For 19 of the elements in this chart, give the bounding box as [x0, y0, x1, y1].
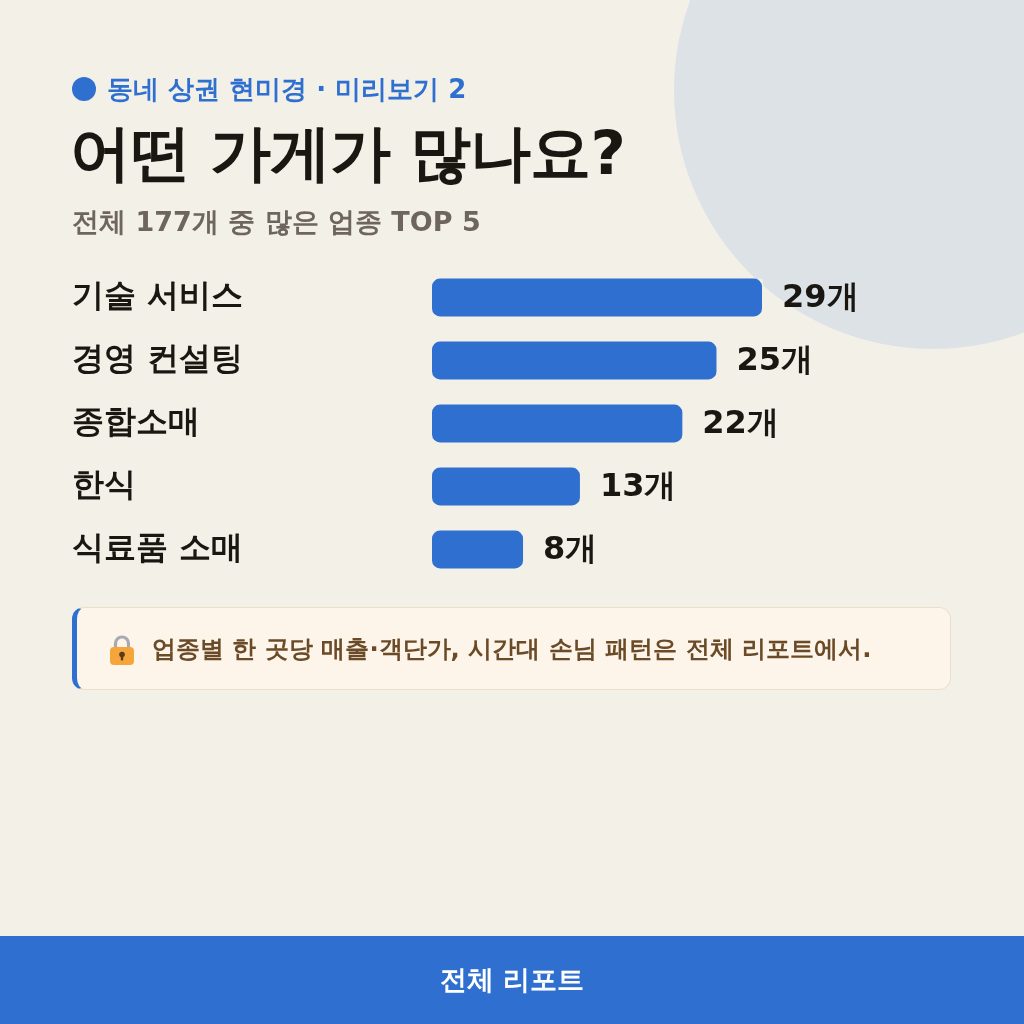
data-label: 25개: [736, 339, 814, 378]
chart-title: 어떤 가게가 많나요?: [70, 116, 625, 190]
bar: [432, 404, 683, 443]
data-label: 29개: [782, 276, 859, 315]
y-tick-label: 경영 컨설팅: [72, 338, 244, 377]
y-tick-label: 종합소매: [72, 401, 200, 440]
bar: [432, 467, 580, 506]
y-tick-label: 한식: [72, 464, 136, 503]
text: 업종별 한 곳당 매출·객단가, 시간대 손님 패턴은 전체 리포트에서.: [152, 633, 872, 665]
bar: [432, 530, 524, 569]
data-label: 22개: [702, 402, 779, 441]
text: 전체 리포트: [439, 963, 585, 997]
chart-subtitle: 전체 177개 중 많은 업종 TOP 5: [72, 205, 481, 239]
text: 동네 상권 현미경 · 미리보기 2: [107, 73, 467, 106]
data-label: 8개: [543, 528, 598, 567]
y-tick-label: 식료품 소매: [72, 527, 244, 566]
bar: [432, 341, 717, 380]
data-label: 13개: [599, 465, 677, 504]
y-tick-label: 기술 서비스: [72, 275, 244, 314]
